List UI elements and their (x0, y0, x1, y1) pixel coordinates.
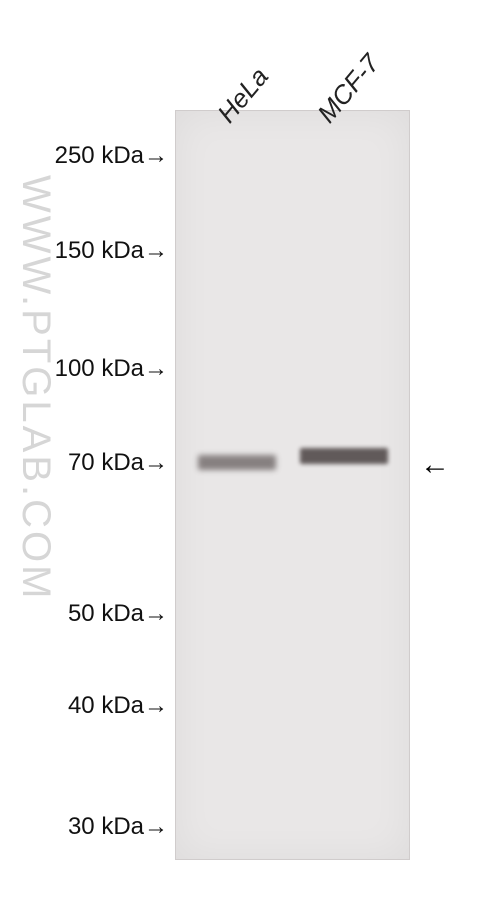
marker-text: 40 kDa (68, 692, 144, 719)
watermark-text: WWW.PTGLAB.COM (13, 175, 58, 601)
marker-arrow-icon: → (144, 813, 168, 841)
marker-250: 250 kDa→ (55, 142, 168, 170)
marker-text: 250 kDa (55, 142, 144, 169)
marker-text: 30 kDa (68, 813, 144, 840)
marker-text: 70 kDa (68, 449, 144, 476)
marker-arrow-icon: → (144, 237, 168, 265)
blot-membrane (175, 110, 410, 860)
marker-150: 150 kDa→ (55, 237, 168, 265)
band-hela (198, 455, 276, 470)
marker-arrow-icon: → (144, 600, 168, 628)
marker-text: 150 kDa (55, 237, 144, 264)
marker-arrow-icon: → (144, 692, 168, 720)
band-mcf7 (300, 448, 388, 464)
marker-arrow-icon: → (144, 449, 168, 477)
marker-text: 50 kDa (68, 600, 144, 627)
marker-30: 30 kDa→ (68, 813, 168, 841)
marker-40: 40 kDa→ (68, 692, 168, 720)
marker-100: 100 kDa→ (55, 355, 168, 383)
marker-70: 70 kDa→ (68, 449, 168, 477)
marker-text: 100 kDa (55, 355, 144, 382)
marker-50: 50 kDa→ (68, 600, 168, 628)
marker-arrow-icon: → (144, 355, 168, 383)
figure-container: WWW.PTGLAB.COM HeLa MCF-7 250 kDa→ 150 k… (0, 0, 500, 903)
target-band-arrow-icon: ← (420, 448, 450, 482)
marker-arrow-icon: → (144, 142, 168, 170)
